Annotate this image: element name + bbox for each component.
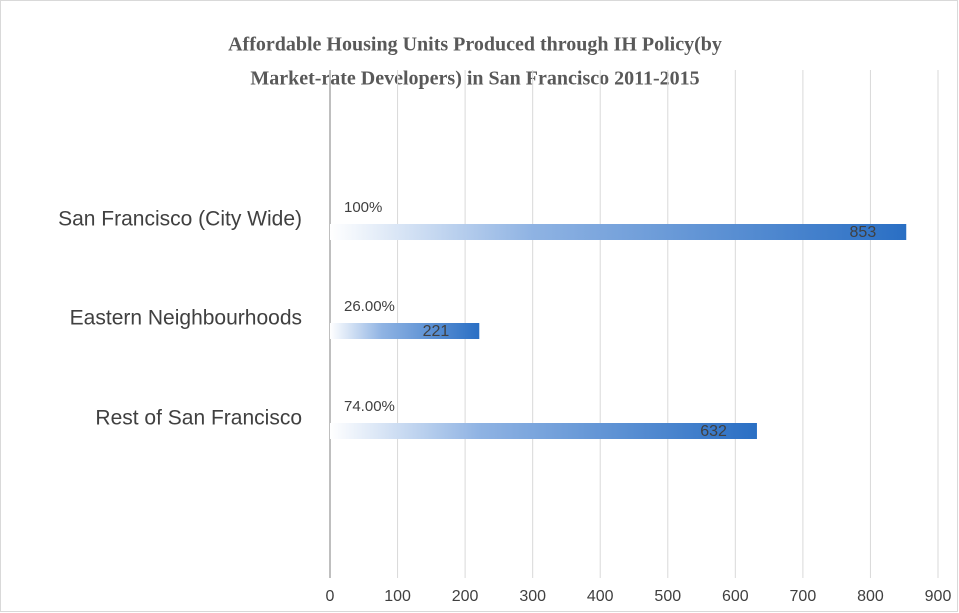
x-tick-label: 100: [384, 588, 411, 605]
x-tick-label: 600: [722, 588, 749, 605]
x-tick-label: 300: [519, 588, 546, 605]
chart-title: Market-rate Developers) in San Francisco…: [250, 68, 699, 90]
x-tick-label: 900: [925, 588, 952, 605]
x-tick-label: 500: [654, 588, 681, 605]
data-label: 221: [423, 323, 450, 340]
y-tick-label: San Francisco (City Wide): [58, 208, 302, 231]
x-tick-label: 800: [857, 588, 884, 605]
y-tick-label: Rest of San Francisco: [95, 407, 302, 430]
data-label: 853: [850, 224, 877, 241]
chart-title: Affordable Housing Units Produced throug…: [228, 34, 722, 56]
bar: [330, 323, 480, 339]
y-tick-label: Eastern Neighbourhoods: [70, 307, 302, 330]
bar: [330, 423, 757, 439]
annotation: 26.00%: [344, 298, 395, 315]
annotation: 74.00%: [344, 398, 395, 415]
x-tick-label: 0: [326, 588, 335, 605]
x-tick-label: 400: [587, 588, 614, 605]
bar: [330, 224, 907, 240]
data-label: 632: [700, 423, 727, 440]
x-tick-label: 700: [790, 588, 817, 605]
x-tick-label: 200: [452, 588, 479, 605]
annotation: 100%: [344, 199, 382, 216]
